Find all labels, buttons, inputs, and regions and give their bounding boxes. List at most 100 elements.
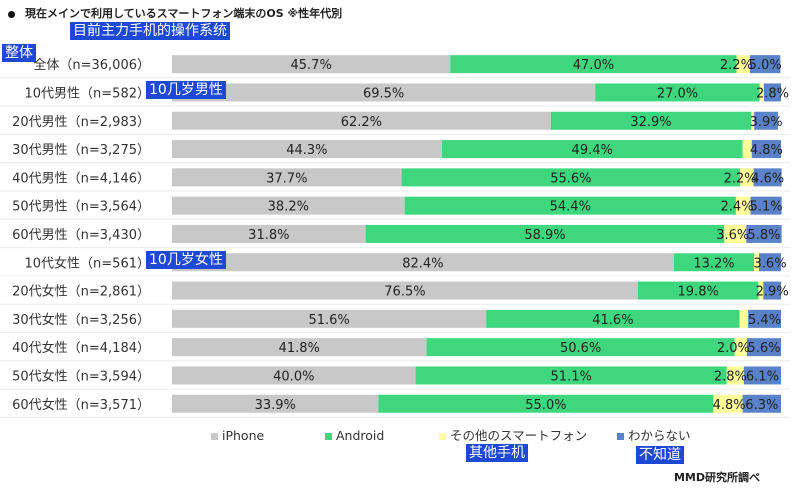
data-label: 40.0% bbox=[273, 369, 314, 384]
data-label: 55.0% bbox=[525, 398, 566, 413]
data-label: 5.1% bbox=[750, 200, 783, 215]
data-label: 19.8% bbox=[678, 285, 719, 300]
legend-swatch bbox=[439, 433, 446, 440]
bar-android bbox=[404, 196, 736, 215]
data-label: 54.4% bbox=[550, 200, 591, 215]
data-label: 5.0% bbox=[749, 58, 782, 73]
bar-other bbox=[724, 224, 747, 243]
bar-iphone bbox=[172, 338, 427, 357]
legend-label: Android bbox=[336, 428, 384, 443]
bar-iphone bbox=[172, 111, 551, 130]
category-label: 30代女性（n=3,256） bbox=[12, 312, 150, 328]
category-label: 20代女性（n=2,861） bbox=[12, 284, 150, 300]
bar-android bbox=[441, 140, 743, 159]
bar-android bbox=[550, 111, 752, 130]
category-label: 全体（n=36,006） bbox=[33, 57, 150, 73]
category-label: 50代女性（n=3,594） bbox=[12, 368, 150, 384]
bar-unknown bbox=[751, 140, 781, 159]
bar-unknown bbox=[749, 55, 781, 74]
legend-label: iPhone bbox=[222, 428, 265, 443]
data-label: 5.6% bbox=[747, 341, 780, 356]
bar-iphone bbox=[172, 281, 638, 300]
bar-unknown bbox=[754, 111, 778, 130]
data-label: 41.8% bbox=[279, 341, 320, 356]
chart-title: 現在メインで利用しているスマートフォン端末のOS ※性年代別 bbox=[8, 5, 342, 21]
bar-unknown bbox=[746, 224, 782, 243]
overlay-overall: 整体 bbox=[2, 44, 36, 62]
data-label: 2.8% bbox=[756, 86, 789, 101]
bar-iphone bbox=[172, 83, 596, 102]
data-label: 69.5% bbox=[363, 86, 404, 101]
data-label: 76.5% bbox=[384, 285, 425, 300]
data-label: 3.9% bbox=[750, 115, 783, 130]
data-label: 2.0% bbox=[717, 341, 750, 356]
bar-android bbox=[365, 224, 725, 243]
legend-swatch bbox=[325, 433, 332, 440]
bar-other bbox=[742, 140, 752, 159]
data-label: 49.4% bbox=[572, 143, 613, 158]
data-label: 4.6% bbox=[751, 171, 784, 186]
bar-iphone bbox=[172, 196, 405, 215]
bar-other bbox=[736, 55, 750, 74]
legend-label: その他のスマートフォン bbox=[450, 428, 587, 443]
data-label: 31.8% bbox=[248, 228, 289, 243]
bar-other bbox=[726, 366, 744, 385]
bar-iphone bbox=[172, 309, 487, 328]
data-label: 38.2% bbox=[268, 200, 309, 215]
bar-other bbox=[754, 253, 760, 272]
data-label: 55.6% bbox=[550, 171, 591, 186]
overlay-teen-male: 10几岁男性 bbox=[146, 81, 226, 99]
bar-android bbox=[637, 281, 759, 300]
data-label: 27.0% bbox=[657, 86, 698, 101]
data-label: 33.9% bbox=[255, 398, 296, 413]
overlay-teen-female: 10几岁女性 bbox=[146, 251, 226, 269]
data-label: 58.9% bbox=[524, 228, 565, 243]
bar-android bbox=[378, 394, 714, 413]
bar-other bbox=[751, 111, 755, 130]
data-label: 3.6% bbox=[716, 228, 749, 243]
category-label: 20代男性（n=2,983） bbox=[12, 115, 150, 130]
bar-unknown bbox=[750, 196, 782, 215]
bar-android bbox=[595, 83, 760, 102]
bar-iphone bbox=[172, 55, 451, 74]
bar-android bbox=[426, 338, 735, 357]
bar-iphone bbox=[172, 140, 442, 159]
bar-unknown bbox=[748, 309, 781, 328]
bar-unknown bbox=[759, 253, 781, 272]
data-label: 2.2% bbox=[724, 171, 757, 186]
chart-title-text: 現在メインで利用しているスマートフォン端末のOS ※性年代別 bbox=[25, 7, 343, 20]
bar-unknown bbox=[743, 366, 781, 385]
source-credit: MMD研究所調べ bbox=[673, 471, 760, 484]
bar-iphone bbox=[172, 366, 416, 385]
data-label: 4.8% bbox=[750, 143, 783, 158]
overlay-other-phones: 其他手机 bbox=[466, 444, 528, 462]
data-label: 2.8% bbox=[714, 369, 747, 384]
bar-unknown bbox=[763, 83, 781, 102]
bar-other bbox=[740, 168, 754, 187]
data-label: 32.9% bbox=[630, 115, 671, 130]
category-label: 50代男性（n=3,564） bbox=[12, 200, 150, 215]
category-label: 40代女性（n=4,184） bbox=[12, 340, 150, 356]
data-label: 6.1% bbox=[746, 369, 779, 384]
data-label: 51.1% bbox=[551, 369, 592, 384]
bar-iphone bbox=[172, 168, 402, 187]
data-label: 62.2% bbox=[341, 115, 382, 130]
overlay-unknown: 不知道 bbox=[636, 446, 684, 464]
data-label: 5.8% bbox=[747, 228, 780, 243]
data-label: 2.4% bbox=[721, 200, 754, 215]
overlay-title-translation: 目前主力手机的操作系统 bbox=[70, 22, 230, 40]
data-label: 2.2% bbox=[720, 58, 753, 73]
data-label: 51.6% bbox=[308, 313, 349, 328]
bar-other bbox=[759, 83, 764, 102]
bar-unknown bbox=[753, 168, 782, 187]
category-label: 10代男性（n=582） bbox=[25, 86, 151, 101]
data-label: 41.6% bbox=[592, 313, 633, 328]
bar-unknown bbox=[763, 281, 781, 300]
data-label: 82.4% bbox=[402, 256, 443, 271]
bar-other bbox=[713, 394, 743, 413]
data-label: 3.6% bbox=[754, 256, 787, 271]
data-label: 47.0% bbox=[573, 58, 614, 73]
data-label: 45.7% bbox=[291, 58, 332, 73]
data-label: 4.8% bbox=[713, 398, 746, 413]
